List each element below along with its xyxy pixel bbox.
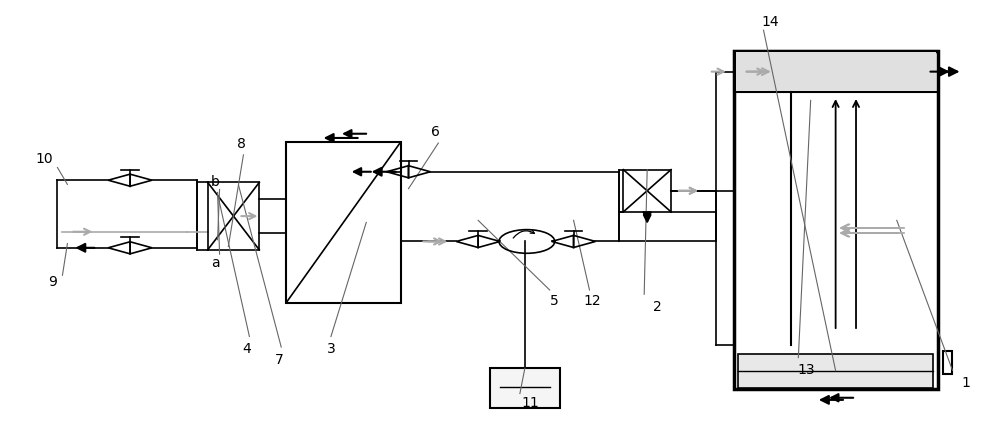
Text: 13: 13	[797, 363, 815, 377]
Text: 3: 3	[327, 342, 335, 356]
Text: b: b	[211, 175, 220, 189]
Text: a: a	[211, 256, 220, 270]
Text: 1: 1	[961, 376, 970, 390]
Bar	[490, 368, 560, 408]
Text: 7: 7	[275, 353, 284, 367]
Text: 4: 4	[242, 342, 251, 356]
Text: 5: 5	[550, 294, 559, 308]
Text: 12: 12	[584, 294, 601, 308]
Text: 11: 11	[521, 396, 539, 410]
Text: 2: 2	[653, 300, 661, 314]
Bar	[738, 354, 933, 388]
Text: 8: 8	[237, 137, 246, 151]
Text: 10: 10	[36, 152, 53, 166]
Bar	[943, 351, 952, 374]
Bar	[208, 182, 259, 250]
Text: 9: 9	[48, 275, 57, 288]
Bar	[734, 51, 938, 389]
Bar	[736, 52, 936, 91]
Bar	[623, 169, 671, 212]
Text: 6: 6	[431, 125, 440, 139]
Text: 14: 14	[762, 15, 779, 29]
Bar	[286, 142, 401, 303]
Bar	[734, 51, 938, 92]
